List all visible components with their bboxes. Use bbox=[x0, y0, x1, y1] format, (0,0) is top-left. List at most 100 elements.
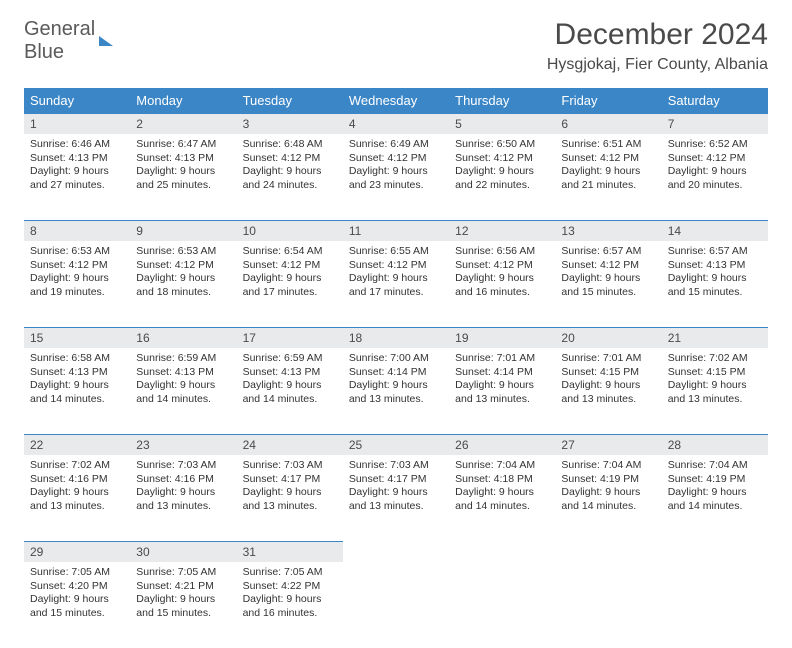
day-number: 5 bbox=[449, 114, 555, 134]
day-number-cell: 29 bbox=[24, 541, 130, 562]
daylight-text-1: Daylight: 9 hours bbox=[561, 165, 655, 179]
day-header: Thursday bbox=[449, 88, 555, 113]
daylight-text-1: Daylight: 9 hours bbox=[455, 486, 549, 500]
sunset-text: Sunset: 4:17 PM bbox=[349, 473, 443, 487]
sunrise-text: Sunrise: 6:46 AM bbox=[30, 138, 124, 152]
daylight-text-2: and 13 minutes. bbox=[455, 393, 549, 407]
sunrise-text: Sunrise: 7:00 AM bbox=[349, 352, 443, 366]
sunrise-text: Sunrise: 6:53 AM bbox=[136, 245, 230, 259]
daylight-text-2: and 19 minutes. bbox=[30, 286, 124, 300]
sunrise-text: Sunrise: 7:03 AM bbox=[349, 459, 443, 473]
sunset-text: Sunset: 4:12 PM bbox=[455, 259, 549, 273]
day-number: 4 bbox=[343, 114, 449, 134]
day-number-cell: 28 bbox=[662, 434, 768, 455]
day-number: 7 bbox=[662, 114, 768, 134]
day-number-cell: 6 bbox=[555, 113, 661, 134]
sunset-text: Sunset: 4:12 PM bbox=[455, 152, 549, 166]
day-number-cell: 21 bbox=[662, 327, 768, 348]
day-number-cell: 27 bbox=[555, 434, 661, 455]
sunset-text: Sunset: 4:15 PM bbox=[668, 366, 762, 380]
daylight-text-2: and 14 minutes. bbox=[561, 500, 655, 514]
sunset-text: Sunset: 4:15 PM bbox=[561, 366, 655, 380]
day-number-cell: 30 bbox=[130, 541, 236, 562]
day-header: Wednesday bbox=[343, 88, 449, 113]
daylight-text-1: Daylight: 9 hours bbox=[561, 486, 655, 500]
daylight-text-2: and 15 minutes. bbox=[136, 607, 230, 621]
daylight-text-1: Daylight: 9 hours bbox=[30, 486, 124, 500]
logo: General Blue bbox=[24, 18, 113, 64]
daylight-text-1: Daylight: 9 hours bbox=[349, 165, 443, 179]
day-cell: Sunrise: 7:03 AMSunset: 4:16 PMDaylight:… bbox=[130, 455, 236, 541]
sunset-text: Sunset: 4:12 PM bbox=[349, 259, 443, 273]
sunrise-text: Sunrise: 6:54 AM bbox=[243, 245, 337, 259]
day-number: 17 bbox=[237, 328, 343, 348]
day-cell bbox=[343, 562, 449, 648]
day-number-cell: 2 bbox=[130, 113, 236, 134]
logo-text-1: General bbox=[24, 18, 95, 40]
daylight-text-2: and 24 minutes. bbox=[243, 179, 337, 193]
daylight-text-2: and 15 minutes. bbox=[668, 286, 762, 300]
day-number-cell: 4 bbox=[343, 113, 449, 134]
day-number: 25 bbox=[343, 435, 449, 455]
daylight-text-1: Daylight: 9 hours bbox=[243, 272, 337, 286]
day-number: 22 bbox=[24, 435, 130, 455]
day-number: 21 bbox=[662, 328, 768, 348]
day-number-cell: 12 bbox=[449, 220, 555, 241]
day-cell: Sunrise: 7:04 AMSunset: 4:19 PMDaylight:… bbox=[662, 455, 768, 541]
daylight-text-1: Daylight: 9 hours bbox=[136, 165, 230, 179]
daylight-text-2: and 13 minutes. bbox=[561, 393, 655, 407]
daylight-text-2: and 14 minutes. bbox=[136, 393, 230, 407]
sunset-text: Sunset: 4:22 PM bbox=[243, 580, 337, 594]
day-cell: Sunrise: 6:48 AMSunset: 4:12 PMDaylight:… bbox=[237, 134, 343, 220]
day-number-cell: 1 bbox=[24, 113, 130, 134]
day-number: 11 bbox=[343, 221, 449, 241]
daylight-text-2: and 16 minutes. bbox=[455, 286, 549, 300]
sunset-text: Sunset: 4:12 PM bbox=[561, 152, 655, 166]
sunset-text: Sunset: 4:12 PM bbox=[668, 152, 762, 166]
sunrise-text: Sunrise: 7:01 AM bbox=[455, 352, 549, 366]
sunrise-text: Sunrise: 6:59 AM bbox=[243, 352, 337, 366]
day-number: 2 bbox=[130, 114, 236, 134]
day-number-cell: 31 bbox=[237, 541, 343, 562]
day-number: 14 bbox=[662, 221, 768, 241]
daylight-text-2: and 16 minutes. bbox=[243, 607, 337, 621]
sunset-text: Sunset: 4:18 PM bbox=[455, 473, 549, 487]
day-cell: Sunrise: 7:01 AMSunset: 4:15 PMDaylight:… bbox=[555, 348, 661, 434]
sunrise-text: Sunrise: 6:57 AM bbox=[668, 245, 762, 259]
daylight-text-2: and 15 minutes. bbox=[561, 286, 655, 300]
day-number-cell bbox=[449, 541, 555, 562]
sunset-text: Sunset: 4:13 PM bbox=[243, 366, 337, 380]
sunset-text: Sunset: 4:12 PM bbox=[561, 259, 655, 273]
daylight-text-2: and 15 minutes. bbox=[30, 607, 124, 621]
sunset-text: Sunset: 4:13 PM bbox=[136, 152, 230, 166]
header: General Blue December 2024 Hysgjokaj, Fi… bbox=[24, 18, 768, 74]
daylight-text-2: and 20 minutes. bbox=[668, 179, 762, 193]
day-cell bbox=[662, 562, 768, 648]
day-number: 30 bbox=[130, 542, 236, 562]
sunset-text: Sunset: 4:12 PM bbox=[243, 259, 337, 273]
daylight-text-1: Daylight: 9 hours bbox=[243, 486, 337, 500]
sunrise-text: Sunrise: 7:05 AM bbox=[136, 566, 230, 580]
day-header: Tuesday bbox=[237, 88, 343, 113]
logo-triangle-icon bbox=[99, 36, 113, 46]
day-number-cell: 20 bbox=[555, 327, 661, 348]
sunrise-text: Sunrise: 7:05 AM bbox=[243, 566, 337, 580]
day-number-cell: 23 bbox=[130, 434, 236, 455]
daylight-text-1: Daylight: 9 hours bbox=[455, 379, 549, 393]
day-header: Friday bbox=[555, 88, 661, 113]
daylight-text-1: Daylight: 9 hours bbox=[455, 272, 549, 286]
day-cell: Sunrise: 7:05 AMSunset: 4:20 PMDaylight:… bbox=[24, 562, 130, 648]
daylight-text-1: Daylight: 9 hours bbox=[243, 593, 337, 607]
page-title: December 2024 bbox=[547, 18, 768, 52]
day-cell: Sunrise: 6:58 AMSunset: 4:13 PMDaylight:… bbox=[24, 348, 130, 434]
daylight-text-2: and 13 minutes. bbox=[668, 393, 762, 407]
daylight-text-2: and 13 minutes. bbox=[136, 500, 230, 514]
daylight-text-1: Daylight: 9 hours bbox=[561, 272, 655, 286]
daylight-text-1: Daylight: 9 hours bbox=[136, 272, 230, 286]
sunrise-text: Sunrise: 7:05 AM bbox=[30, 566, 124, 580]
day-number: 10 bbox=[237, 221, 343, 241]
daylight-text-1: Daylight: 9 hours bbox=[136, 593, 230, 607]
day-number: 12 bbox=[449, 221, 555, 241]
day-cell: Sunrise: 6:52 AMSunset: 4:12 PMDaylight:… bbox=[662, 134, 768, 220]
day-number-cell: 8 bbox=[24, 220, 130, 241]
